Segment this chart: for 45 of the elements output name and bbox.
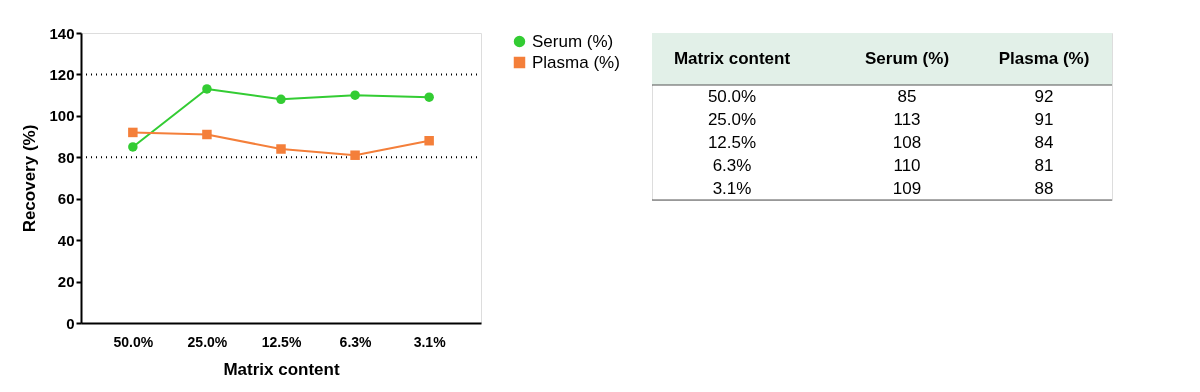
text: Matrix content <box>673 49 791 68</box>
point <box>202 129 212 140</box>
category-label: 25.0% <box>707 109 757 129</box>
y-tick-label: 80 <box>57 148 75 166</box>
legend-label: Plasma (%) <box>532 52 620 72</box>
data-label: 81 <box>1034 155 1054 175</box>
x-tick-label: 3.1% <box>413 333 447 350</box>
y-tick-label: 40 <box>57 231 75 249</box>
data-label: 108 <box>892 132 922 152</box>
category-label: 12.5% <box>707 132 757 152</box>
text: Serum (%) <box>864 49 950 68</box>
x-tick-label: 50.0% <box>113 333 154 350</box>
y-tick-label: 100 <box>49 107 75 125</box>
y-tick-label: 60 <box>57 190 75 208</box>
x-tick-label: 6.3% <box>339 333 373 350</box>
legend-label: Serum (%) <box>532 31 614 51</box>
y-tick-label: 120 <box>49 65 75 83</box>
point <box>350 90 360 100</box>
category-label: 50.0% <box>707 86 757 106</box>
text: Plasma (%) <box>998 49 1090 68</box>
point <box>276 144 286 154</box>
y-tick-label: 0 <box>66 314 75 332</box>
data-label: 110 <box>893 155 921 175</box>
x-axis-title: Matrix content <box>223 359 340 379</box>
point <box>202 84 212 94</box>
x-tick-label: 25.0% <box>187 333 228 350</box>
data-label: 91 <box>1034 109 1054 129</box>
data-label: 85 <box>897 86 917 106</box>
point <box>128 127 138 138</box>
data-label: 84 <box>1034 132 1054 152</box>
y-tick-label: 140 <box>49 24 75 42</box>
data-label: 92 <box>1034 86 1054 106</box>
y-tick-label: 20 <box>57 273 75 291</box>
x-tick-label: 12.5% <box>261 333 302 350</box>
point <box>128 142 138 152</box>
data-label: 88 <box>1034 178 1054 198</box>
y-axis-title: Recovery (%) <box>20 124 40 233</box>
category-label: 3.1% <box>712 178 752 198</box>
data-label: 113 <box>893 109 921 129</box>
point <box>276 94 286 105</box>
point <box>350 150 360 160</box>
point <box>424 92 434 102</box>
category-label: 6.3% <box>712 155 752 175</box>
data-label: 109 <box>892 178 922 198</box>
point <box>424 135 434 146</box>
